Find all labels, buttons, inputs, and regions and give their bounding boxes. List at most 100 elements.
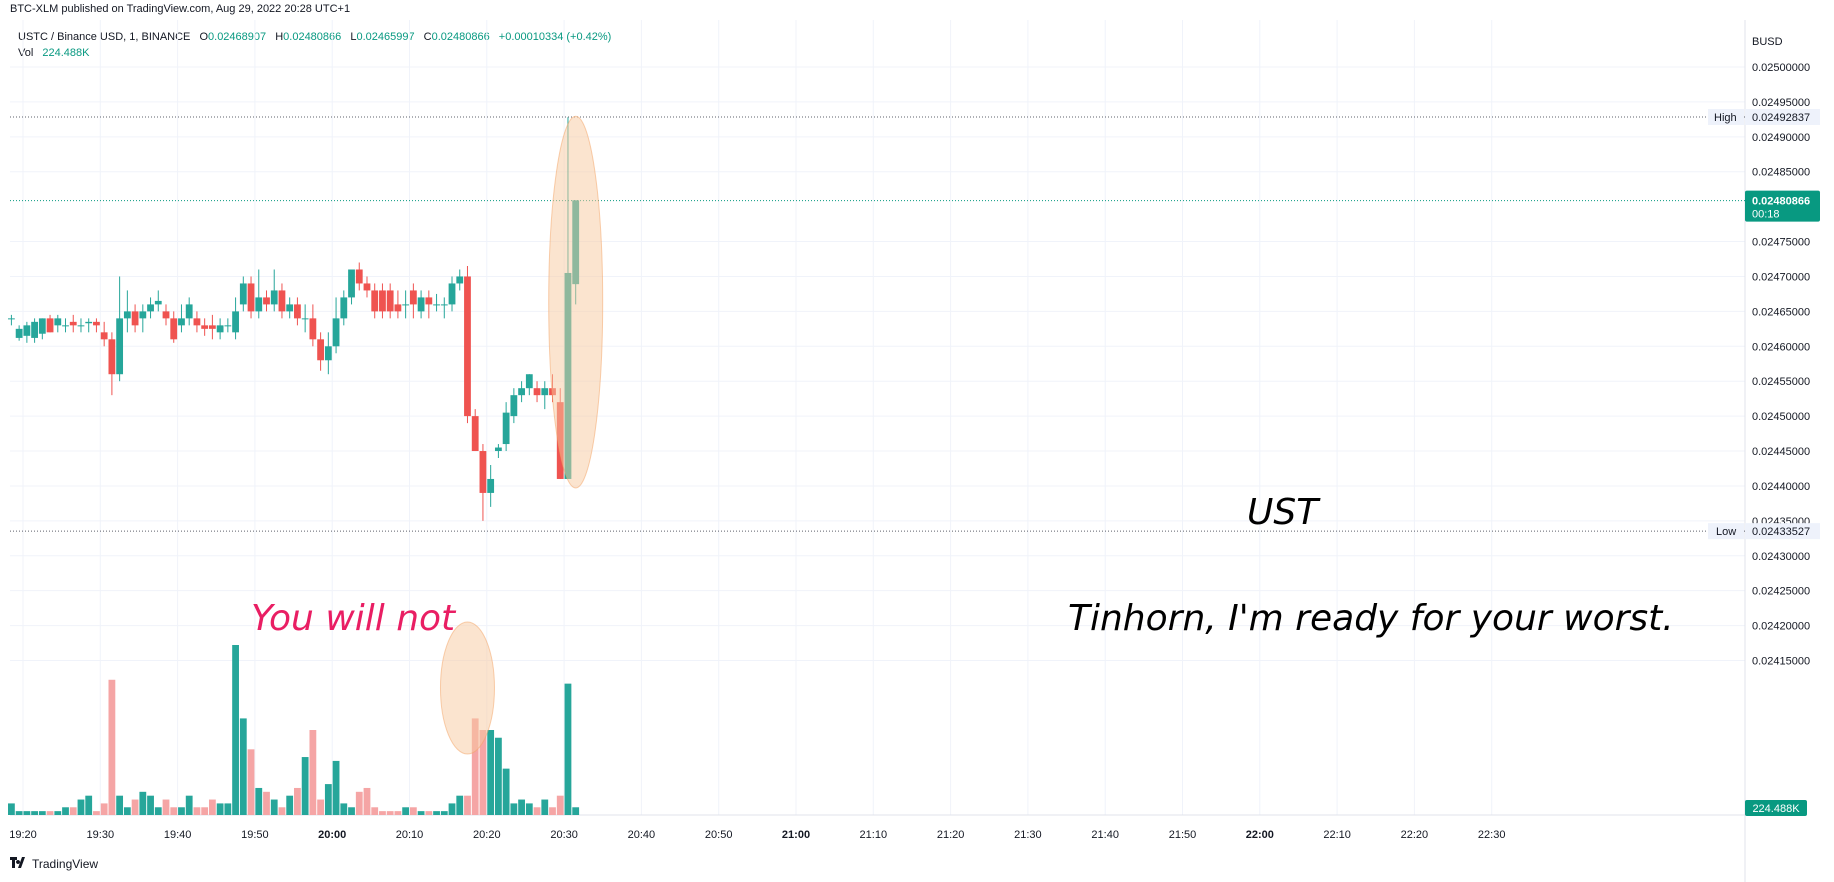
volume-bar — [549, 807, 556, 815]
candle-body — [294, 304, 301, 319]
candle-body — [324, 346, 332, 361]
symbol-legend: USTC / Binance USD, 1, BINANCE O0.024689… — [18, 29, 611, 61]
volume-bar — [286, 795, 294, 815]
candle-body — [487, 478, 495, 493]
candle-body — [464, 276, 471, 417]
volume-label[interactable]: Vol — [18, 47, 34, 59]
published-note: BTC-XLM published on TradingView.com, Au… — [10, 3, 351, 15]
candle-body — [208, 325, 216, 329]
time-tick-label: 20:30 — [550, 829, 578, 841]
candle-body — [170, 318, 178, 340]
price-tick-label: 0.02495000 — [1752, 97, 1810, 109]
volume-bar — [93, 811, 100, 815]
symbol-title[interactable]: USTC / Binance USD, 1, BINANCE — [18, 31, 191, 43]
last-price-value: 0.02480866 — [1752, 196, 1810, 208]
volume-bar — [116, 795, 124, 815]
volume-bar — [278, 807, 286, 815]
volume-bar — [23, 811, 31, 815]
volume-bar — [440, 811, 448, 815]
volume-bar — [224, 803, 232, 815]
volume-bar — [494, 737, 502, 815]
high-tag-label: High — [1714, 112, 1737, 124]
volume-bar — [525, 803, 533, 815]
candle-body — [62, 325, 69, 327]
time-tick-label: 19:50 — [241, 829, 269, 841]
volume-bar — [510, 803, 518, 815]
time-tick-label: 21:40 — [1091, 829, 1119, 841]
high-tag-value: 0.02492837 — [1752, 112, 1810, 124]
candle-body — [31, 321, 38, 338]
annotation-tinhorn: Tinhorn, I'm ready for your worst. — [1068, 598, 1674, 639]
volume-bar — [131, 799, 139, 815]
volume-bar — [77, 799, 85, 815]
volume-bar — [348, 807, 355, 815]
candle-body — [255, 297, 263, 312]
candle-body — [23, 325, 31, 336]
volume-row: Vol 224.488K — [18, 45, 611, 61]
price-tick-label: 0.02485000 — [1752, 167, 1810, 179]
volume-bar — [402, 807, 410, 815]
candle-body — [533, 388, 541, 396]
price-tick-label: 0.02415000 — [1752, 656, 1810, 668]
volume-bar — [38, 811, 46, 815]
change-value: +0.00010334 (+0.42%) — [498, 31, 612, 43]
volume-bar — [464, 795, 471, 815]
candle-body — [123, 311, 131, 319]
high-value-box — [1745, 109, 1820, 126]
volume-bar — [417, 811, 425, 815]
volume-bar — [448, 803, 456, 815]
tradingview-logo-icon — [10, 857, 28, 871]
price-tick-label: 0.02450000 — [1752, 411, 1810, 423]
candle-body — [394, 304, 402, 312]
close-value: 0.02480866 — [431, 31, 490, 43]
price-tick-label: 0.02490000 — [1752, 132, 1810, 144]
candle-body — [77, 325, 85, 327]
time-tick-label: 20:20 — [473, 829, 501, 841]
candle-body — [108, 339, 116, 375]
volume-highlight-ellipse — [439, 621, 495, 755]
candle-body — [348, 269, 355, 298]
currency-label: BUSD — [1752, 36, 1783, 48]
time-tick-label: 22:10 — [1323, 829, 1351, 841]
candle-body — [386, 290, 394, 312]
volume-bar — [425, 811, 433, 815]
volume-bar — [340, 803, 348, 815]
volume-badge-value: 224.488K — [1752, 803, 1800, 815]
candle-body — [363, 283, 371, 291]
volume-bar — [386, 811, 394, 815]
candle-body — [471, 416, 479, 452]
last-price-badge — [1745, 190, 1820, 222]
open-value: 0.02468907 — [208, 31, 267, 43]
brand-name[interactable]: TradingView — [32, 857, 99, 871]
candle-body — [541, 388, 549, 396]
time-tick-label: 19:20 — [9, 829, 37, 841]
open-label: O — [199, 31, 209, 43]
volume-bar — [255, 787, 263, 815]
price-tick-label: 0.02475000 — [1752, 237, 1810, 249]
volume-bar — [139, 791, 147, 815]
volume-bar — [394, 811, 402, 815]
candle-body — [185, 304, 193, 319]
candle-body — [409, 290, 417, 305]
low-tag — [1708, 523, 1744, 540]
price-tick-label: 0.02470000 — [1752, 271, 1810, 283]
volume-bar — [54, 811, 62, 815]
candle-body — [193, 318, 201, 326]
time-tick-label: 19:30 — [87, 829, 115, 841]
volume-bar — [541, 799, 549, 815]
time-tick-label: 21:50 — [1169, 829, 1197, 841]
volume-bar — [123, 807, 131, 815]
annotation-you-will-not: You will not — [251, 598, 457, 639]
price-tick-label: 0.02500000 — [1752, 62, 1810, 74]
candle-body — [147, 304, 154, 312]
footer: TradingView — [10, 857, 98, 871]
volume-bar — [572, 807, 580, 815]
volume-bar — [201, 807, 209, 815]
low-value-box — [1745, 523, 1820, 540]
candle-body — [54, 318, 62, 326]
volume-bar — [216, 803, 224, 815]
price-tick-label: 0.02420000 — [1752, 621, 1810, 633]
bar-countdown: 00:18 — [1752, 209, 1780, 221]
candle-body — [131, 311, 139, 326]
